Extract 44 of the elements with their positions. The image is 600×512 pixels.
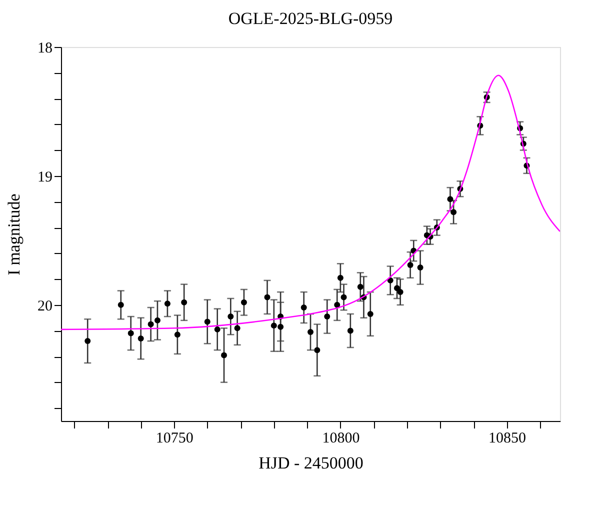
point	[397, 289, 404, 296]
point	[447, 196, 454, 202]
point	[164, 300, 170, 307]
point	[174, 332, 180, 338]
x-tick-label: 10750	[156, 430, 194, 446]
point	[357, 284, 364, 290]
point	[181, 299, 188, 306]
point	[240, 299, 247, 306]
x-tick-label: 10850	[488, 430, 526, 446]
point	[394, 285, 400, 292]
point	[308, 329, 314, 336]
point	[324, 314, 330, 320]
chart-title: OGLE-2025-BLG-0959	[228, 9, 393, 28]
point	[270, 322, 277, 329]
point	[278, 324, 284, 330]
point	[214, 326, 220, 332]
point	[204, 318, 210, 325]
x-axis-title: HJD - 2450000	[258, 454, 364, 472]
point	[118, 302, 124, 308]
point	[340, 294, 347, 300]
point	[407, 262, 414, 268]
point	[138, 335, 144, 342]
point	[264, 294, 270, 300]
y-axis-title: I magnitude	[4, 194, 24, 276]
point	[154, 317, 160, 324]
point	[221, 352, 228, 358]
x-tick-label: 10800	[322, 430, 360, 446]
point	[234, 325, 240, 332]
point	[148, 321, 154, 328]
point	[417, 264, 424, 271]
point	[228, 314, 234, 320]
line-series	[61, 74, 560, 330]
point	[367, 310, 374, 317]
point	[337, 274, 344, 281]
point	[347, 328, 354, 334]
y-tick-label: 19	[38, 169, 52, 186]
point	[84, 338, 91, 344]
y-tick-label: 20	[38, 298, 52, 314]
point	[314, 347, 320, 354]
point	[450, 209, 457, 216]
point	[334, 302, 340, 308]
point	[128, 330, 134, 336]
y-tick-label: 18	[38, 40, 52, 56]
point	[300, 304, 307, 311]
